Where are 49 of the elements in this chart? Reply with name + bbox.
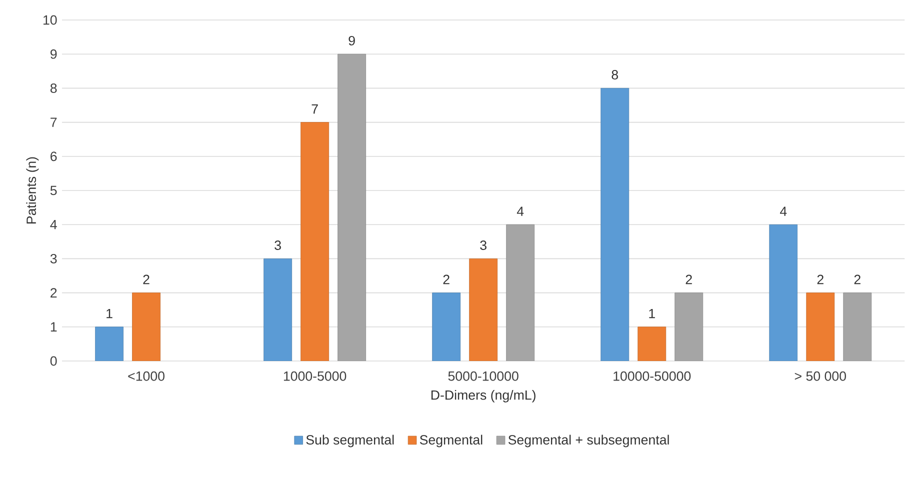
bar xyxy=(264,258,292,361)
legend-label: Sub segmental xyxy=(306,434,394,448)
x-tick-label: <1000 xyxy=(128,371,164,381)
data-label: 2 xyxy=(143,274,150,284)
y-tick-label: 6 xyxy=(50,152,57,162)
data-label: 1 xyxy=(106,309,112,318)
bar xyxy=(806,292,835,361)
data-label: 3 xyxy=(274,240,281,250)
bar xyxy=(95,326,124,361)
y-tick-label: 10 xyxy=(44,15,57,25)
y-tick-label: 8 xyxy=(50,83,57,93)
data-label: 3 xyxy=(480,240,486,250)
y-tick-label: 1 xyxy=(50,322,57,332)
y-tick-label: 4 xyxy=(50,220,57,230)
data-label: 2 xyxy=(817,274,824,284)
y-tick-label: 9 xyxy=(50,49,57,59)
bar xyxy=(300,122,330,361)
data-label: 4 xyxy=(780,206,787,216)
y-tick-label: 5 xyxy=(50,186,57,196)
bar xyxy=(132,292,160,361)
x-axis-title: D-Dimers (ng/mL) xyxy=(431,390,536,402)
x-tick-label: 1000-5000 xyxy=(284,371,346,381)
data-label: 9 xyxy=(348,36,355,46)
bar xyxy=(638,326,666,361)
legend-label: Segmental xyxy=(420,434,482,448)
bar xyxy=(600,88,630,361)
bar xyxy=(769,224,798,361)
x-tick-label: 5000-10000 xyxy=(448,371,518,381)
y-tick-label: 7 xyxy=(50,118,57,127)
legend-label: Segmental + subsegmental xyxy=(508,434,669,448)
data-label: 1 xyxy=(649,309,655,318)
x-tick-label: > 50 000 xyxy=(794,371,846,381)
data-label: 4 xyxy=(516,206,524,216)
bar xyxy=(843,292,872,361)
y-tick-label: 2 xyxy=(50,288,57,298)
data-label: 8 xyxy=(612,70,618,80)
bar xyxy=(432,292,461,361)
y-axis-title: Patients (n) xyxy=(26,157,39,224)
data-label: 2 xyxy=(443,274,450,284)
bar xyxy=(674,292,704,361)
y-tick-label: 3 xyxy=(50,254,57,264)
x-tick-label: 10000-50000 xyxy=(614,371,691,381)
bar xyxy=(506,224,535,361)
bar xyxy=(469,258,498,361)
data-label: 7 xyxy=(312,104,318,114)
bar xyxy=(338,54,366,361)
y-tick-label: 0 xyxy=(50,356,57,366)
data-label: 2 xyxy=(686,274,692,284)
data-label: 2 xyxy=(854,274,860,284)
